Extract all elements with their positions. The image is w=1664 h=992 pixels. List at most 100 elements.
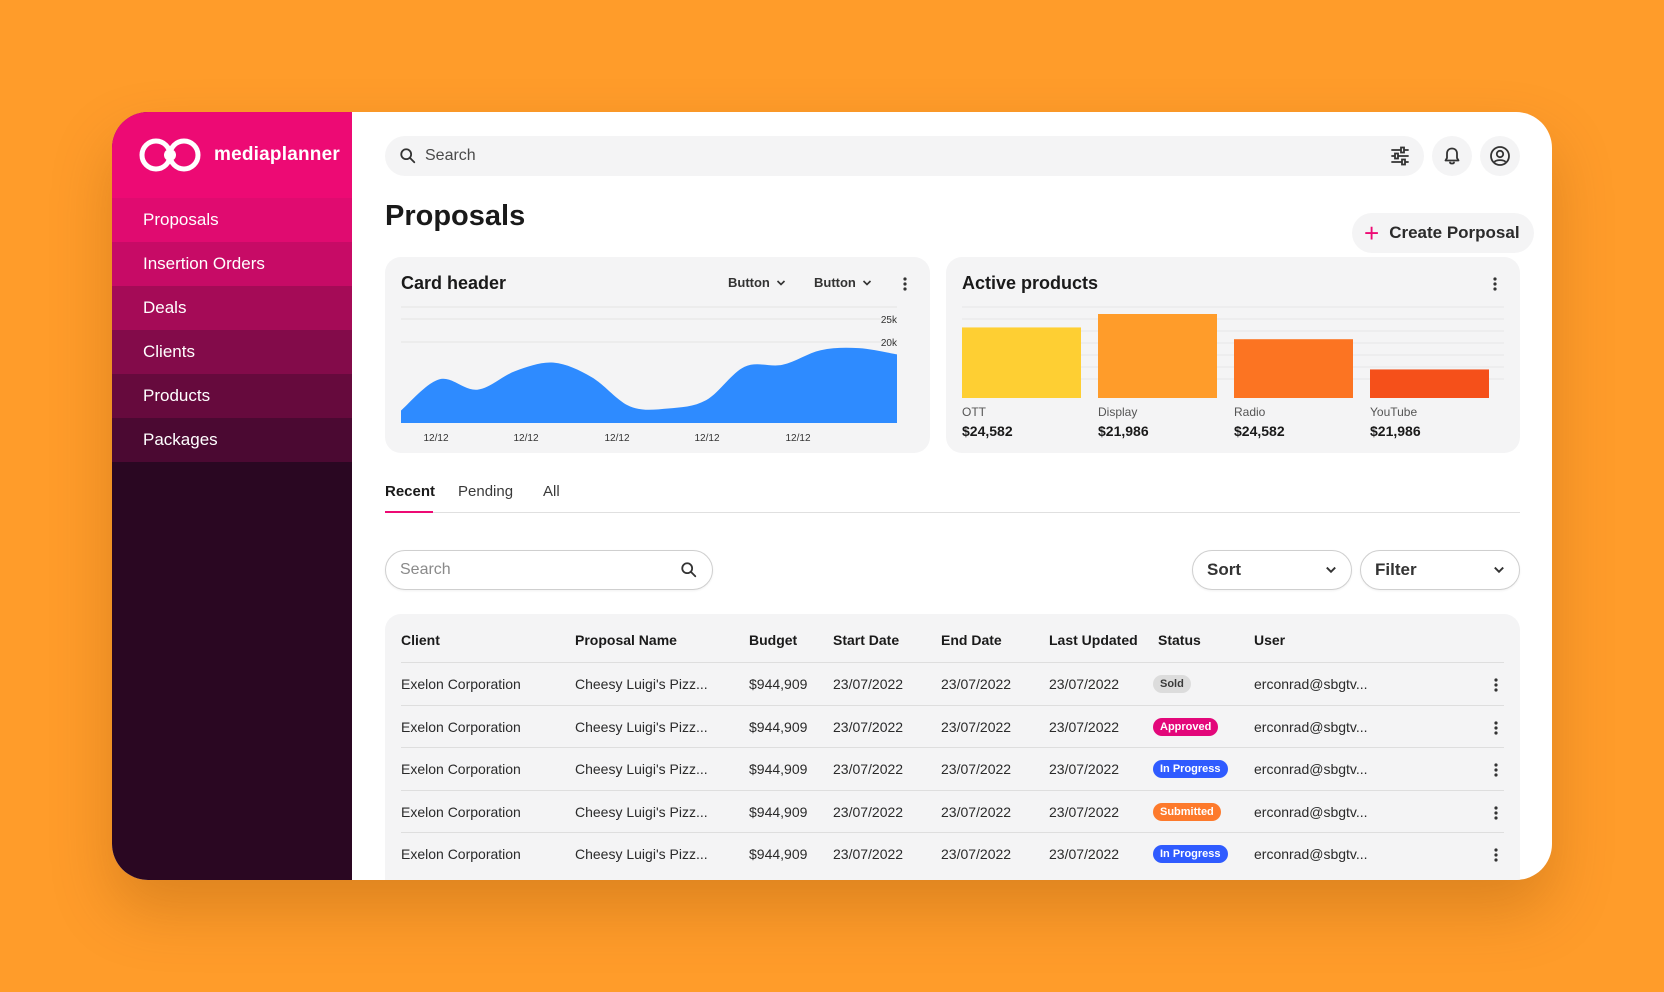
search-icon bbox=[400, 148, 416, 164]
tab-pending[interactable]: Pending bbox=[458, 483, 514, 500]
row-more-icon[interactable] bbox=[1488, 760, 1504, 780]
create-proposal-label: Create Porposal bbox=[1389, 223, 1520, 242]
bar-ott bbox=[962, 327, 1081, 398]
table-row[interactable]: Exelon Corporation Cheesy Luigi's Pizz...… bbox=[401, 789, 1504, 835]
row-more-icon[interactable] bbox=[1488, 845, 1504, 865]
bar-category-label: OTT bbox=[962, 405, 986, 419]
bar-card-more-icon[interactable] bbox=[1487, 274, 1503, 294]
notifications-button[interactable] bbox=[1432, 136, 1472, 176]
cell-proposal-name: Cheesy Luigi's Pizz... bbox=[575, 676, 708, 692]
global-search-input[interactable] bbox=[425, 147, 1390, 165]
y-tick-label: 25k bbox=[881, 315, 898, 326]
sidebar-item-insertion-orders[interactable]: Insertion Orders bbox=[112, 242, 352, 286]
cell-proposal-name: Cheesy Luigi's Pizz... bbox=[575, 803, 708, 820]
brand-header[interactable]: mediaplanner bbox=[112, 112, 352, 198]
cell-end-date: 23/07/2022 bbox=[941, 718, 1012, 735]
cell-end-date: 23/07/2022 bbox=[941, 761, 1012, 777]
column-header-last-updated[interactable]: Last Updated bbox=[1049, 632, 1138, 648]
chevron-down-icon bbox=[776, 279, 785, 286]
cell-start-date: 23/07/2022 bbox=[833, 676, 904, 692]
global-search-bar[interactable] bbox=[385, 136, 1424, 176]
bar-category-label: Radio bbox=[1234, 405, 1266, 419]
sidebar-item-clients[interactable]: Clients bbox=[112, 330, 352, 374]
column-header-user[interactable]: User bbox=[1254, 632, 1286, 648]
chevron-down-icon bbox=[862, 279, 871, 286]
cell-budget: $944,909 bbox=[749, 761, 808, 777]
cell-start-date: 23/07/2022 bbox=[833, 803, 904, 820]
cell-user: erconrad@sbgtv... bbox=[1254, 676, 1368, 692]
cell-last-updated: 23/07/2022 bbox=[1049, 676, 1120, 692]
table-row[interactable]: Exelon Corporation Cheesy Luigi's Pizz...… bbox=[401, 704, 1504, 750]
cell-proposal-name: Cheesy Luigi's Pizz... bbox=[575, 761, 708, 777]
sidebar-item-proposals[interactable]: Proposals bbox=[112, 198, 352, 242]
bar-display bbox=[1098, 314, 1217, 398]
card-button-1[interactable]: Button bbox=[728, 275, 786, 290]
card-button-2[interactable]: Button bbox=[814, 275, 872, 290]
active-tab-indicator bbox=[385, 511, 433, 513]
row-more-icon[interactable] bbox=[1488, 718, 1504, 738]
cell-budget: $944,909 bbox=[749, 718, 808, 735]
cell-last-updated: 23/07/2022 bbox=[1049, 846, 1120, 862]
table-row[interactable]: Exelon Corporation Cheesy Luigi's Pizz...… bbox=[401, 662, 1504, 707]
cell-client: Exelon Corporation bbox=[401, 846, 521, 862]
tune-icon[interactable] bbox=[1390, 146, 1410, 166]
column-header-client[interactable]: Client bbox=[401, 632, 440, 648]
table-search-box[interactable] bbox=[385, 550, 713, 590]
create-proposal-button[interactable]: + Create Porposal bbox=[1352, 213, 1534, 253]
tab-recent[interactable]: Recent bbox=[385, 483, 436, 500]
cell-proposal-name: Cheesy Luigi's Pizz... bbox=[575, 718, 708, 735]
column-header-budget[interactable]: Budget bbox=[749, 632, 798, 648]
bar-card-title: Active products bbox=[962, 273, 1099, 293]
account-icon bbox=[1490, 146, 1510, 166]
status-badge: In Progress bbox=[1153, 760, 1228, 778]
sort-dropdown[interactable]: Sort bbox=[1192, 550, 1352, 590]
column-header-proposal-name[interactable]: Proposal Name bbox=[575, 632, 677, 648]
x-tick-label: 12/12 bbox=[694, 433, 719, 444]
sidebar: mediaplanner Proposals Insertion Orders De… bbox=[112, 112, 352, 880]
mediaplanner-logo-icon bbox=[139, 138, 201, 172]
bar-category-label: Display bbox=[1098, 405, 1138, 419]
bar-value-label: $24,582 bbox=[962, 423, 1013, 439]
sidebar-item-packages[interactable]: Packages bbox=[112, 418, 352, 462]
column-header-start-date[interactable]: Start Date bbox=[833, 632, 900, 648]
row-more-icon[interactable] bbox=[1488, 675, 1504, 695]
cell-client: Exelon Corporation bbox=[401, 718, 521, 735]
cell-start-date: 23/07/2022 bbox=[833, 761, 904, 777]
column-header-end-date[interactable]: End Date bbox=[941, 632, 1002, 648]
cell-client: Exelon Corporation bbox=[401, 761, 521, 777]
cell-budget: $944,909 bbox=[749, 676, 808, 692]
cell-start-date: 23/07/2022 bbox=[833, 718, 904, 735]
bar-category-label: YouTube bbox=[1370, 405, 1418, 419]
sidebar-item-deals[interactable]: Deals bbox=[112, 286, 352, 330]
table-row[interactable]: Exelon Corporation Cheesy Luigi's Pizz...… bbox=[401, 747, 1504, 792]
tab-all[interactable]: All bbox=[543, 483, 560, 500]
column-header-status[interactable]: Status bbox=[1158, 632, 1201, 648]
status-badge: Submitted bbox=[1153, 802, 1221, 821]
cell-end-date: 23/07/2022 bbox=[941, 676, 1012, 692]
y-tick-label: 20k bbox=[881, 338, 898, 349]
table-search-input[interactable] bbox=[400, 561, 680, 579]
search-icon[interactable] bbox=[680, 561, 698, 579]
x-tick-label: 12/12 bbox=[513, 433, 538, 444]
x-tick-label: 12/12 bbox=[604, 433, 629, 444]
cell-user: erconrad@sbgtv... bbox=[1254, 803, 1368, 820]
brand-name: mediaplanner bbox=[214, 144, 340, 165]
area-card-title: Card header bbox=[401, 273, 507, 293]
account-button[interactable] bbox=[1480, 136, 1520, 176]
sidebar-item-products[interactable]: Products bbox=[112, 374, 352, 418]
cell-user: erconrad@sbgtv... bbox=[1254, 761, 1368, 777]
cell-client: Exelon Corporation bbox=[401, 676, 521, 692]
table-row[interactable]: Exelon Corporation Cheesy Luigi's Pizz...… bbox=[401, 832, 1504, 877]
filter-label: Filter bbox=[1375, 560, 1417, 579]
cell-client: Exelon Corporation bbox=[401, 803, 521, 820]
status-badge: Approved bbox=[1153, 717, 1219, 736]
card-button-1-label: Button bbox=[728, 275, 770, 290]
cell-proposal-name: Cheesy Luigi's Pizz... bbox=[575, 846, 708, 862]
filter-dropdown[interactable]: Filter bbox=[1360, 550, 1520, 590]
row-more-icon[interactable] bbox=[1488, 803, 1504, 823]
area-series bbox=[401, 347, 897, 423]
card-button-2-label: Button bbox=[814, 275, 856, 290]
sort-label: Sort bbox=[1207, 560, 1241, 579]
plus-icon: + bbox=[1364, 218, 1380, 248]
area-card-more-icon[interactable] bbox=[897, 274, 913, 294]
